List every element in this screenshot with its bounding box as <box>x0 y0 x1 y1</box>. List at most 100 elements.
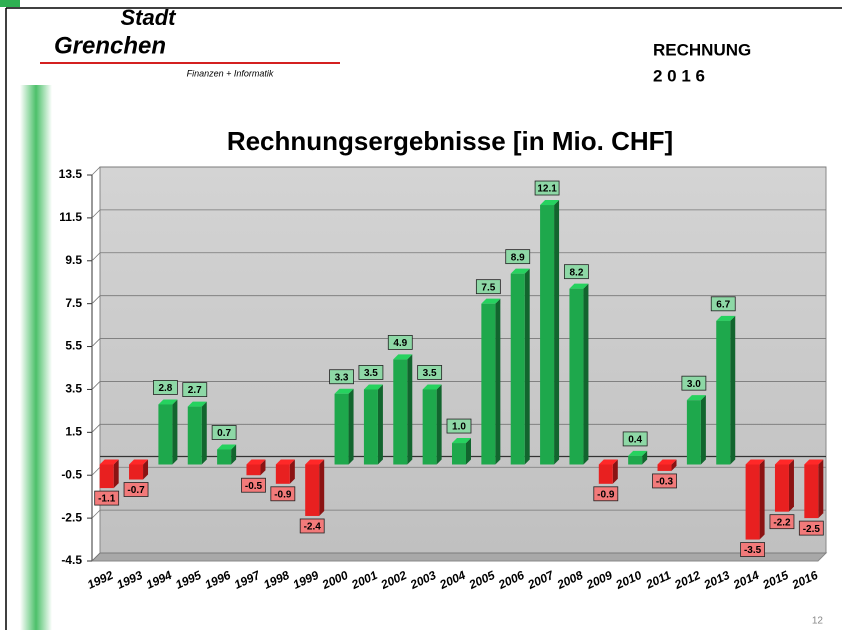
value-label-box <box>94 490 120 506</box>
x-tick-label: 2011 <box>643 568 674 592</box>
value-label-box <box>593 486 619 502</box>
value-label-box <box>475 279 501 295</box>
bar-top <box>187 401 207 407</box>
value-label: -0.5 <box>245 481 263 492</box>
bar <box>452 443 466 465</box>
bar <box>628 455 643 465</box>
plot-floor <box>90 552 828 562</box>
bar-side <box>348 388 354 465</box>
bar <box>99 464 114 489</box>
bar-top <box>422 384 442 390</box>
bar <box>481 303 496 465</box>
value-label: -0.3 <box>656 477 674 488</box>
bar-side <box>583 283 589 465</box>
x-tick-label: 2012 <box>671 568 702 593</box>
bar <box>129 464 144 480</box>
bar <box>275 464 290 484</box>
x-tick-label: 2009 <box>583 568 614 593</box>
bar <box>598 464 613 484</box>
value-label: -3.5 <box>744 545 762 556</box>
value-label: 8.2 <box>569 267 583 278</box>
y-tick-label: -0.5 <box>61 467 82 481</box>
bar-top <box>657 459 677 465</box>
y-tick-label: 3.5 <box>65 382 82 396</box>
x-tick-label: 1992 <box>85 568 115 592</box>
bar-top <box>158 399 178 405</box>
bar <box>569 288 584 465</box>
chart: 13.5 11.5 9.5 7.5 5.5 3.5 1.5 -0.5 -2.5 -4.5 -1.1 1… <box>59 166 828 593</box>
bar-top <box>716 315 736 321</box>
x-tick-label: 2001 <box>349 568 380 593</box>
y-tick-label: 1.5 <box>65 425 82 439</box>
bar-top <box>745 459 765 465</box>
bar-top <box>686 395 706 401</box>
bar-top <box>305 459 325 465</box>
value-label-box <box>329 369 354 385</box>
bar-side <box>524 268 530 465</box>
bar-top <box>452 438 471 444</box>
value-label-box <box>123 482 149 497</box>
value-label-box <box>652 473 677 489</box>
value-label-box <box>182 382 208 398</box>
value-label: 1.0 <box>452 422 466 433</box>
bar-side <box>319 459 325 516</box>
bar-side <box>730 315 736 465</box>
bar-top <box>363 384 383 390</box>
value-label: -0.7 <box>127 485 145 496</box>
bar-top <box>540 200 560 206</box>
bar-side <box>231 444 237 465</box>
value-label-box <box>622 431 648 447</box>
bar-side <box>700 395 706 465</box>
bar-side <box>260 459 266 476</box>
grid-line <box>91 552 826 562</box>
value-label-box <box>534 180 560 196</box>
value-label: 4.9 <box>393 338 407 349</box>
x-tick-label: 2013 <box>701 568 732 593</box>
bar-top <box>393 354 413 360</box>
value-label: 3.5 <box>423 368 437 379</box>
x-tick-label: 2004 <box>437 568 468 593</box>
logo-main: Grenchen <box>54 32 166 59</box>
x-tick-label: 2008 <box>554 568 585 593</box>
plot-wall <box>99 166 827 554</box>
x-tick-label: 2007 <box>525 567 557 592</box>
value-label-box <box>299 518 325 534</box>
value-label-box <box>241 477 266 493</box>
bar-top <box>804 459 824 465</box>
x-tick-label: 2003 <box>407 568 438 593</box>
value-label: 8.9 <box>511 252 525 263</box>
bar-side <box>377 384 383 465</box>
bar-side <box>466 438 471 465</box>
value-label: -0.9 <box>597 489 615 500</box>
bar-top <box>598 459 618 465</box>
value-label-box <box>564 264 589 280</box>
value-label: 3.5 <box>364 368 378 379</box>
x-tick-label: 2016 <box>789 568 820 593</box>
value-label-box <box>152 380 178 395</box>
x-tick-label: 2000 <box>319 568 350 593</box>
bar <box>158 404 173 465</box>
bar <box>187 406 202 465</box>
value-label: -0.9 <box>274 489 292 500</box>
bar-top <box>774 459 794 465</box>
doc-title: RECHNUNG <box>653 40 751 59</box>
y-tick-label: 11.5 <box>59 210 82 224</box>
bar <box>363 389 378 465</box>
x-tick-label: 2014 <box>730 568 761 593</box>
value-label: 3.3 <box>335 372 349 383</box>
value-label-box <box>211 425 237 440</box>
bar-side <box>612 459 618 484</box>
bar-top <box>99 459 119 465</box>
bar <box>657 464 672 471</box>
value-label-box <box>270 486 296 502</box>
bar-top <box>481 298 501 304</box>
grid-line <box>91 209 826 219</box>
corner-mark <box>0 0 20 7</box>
y-tick-label: 5.5 <box>65 339 82 353</box>
chart-title: Rechnungsergebnisse [in Mio. CHF] <box>227 126 673 156</box>
bar-side <box>818 459 824 519</box>
bar <box>716 320 731 465</box>
value-label-box <box>505 249 531 265</box>
value-label-box <box>769 514 795 530</box>
bar <box>540 205 555 465</box>
